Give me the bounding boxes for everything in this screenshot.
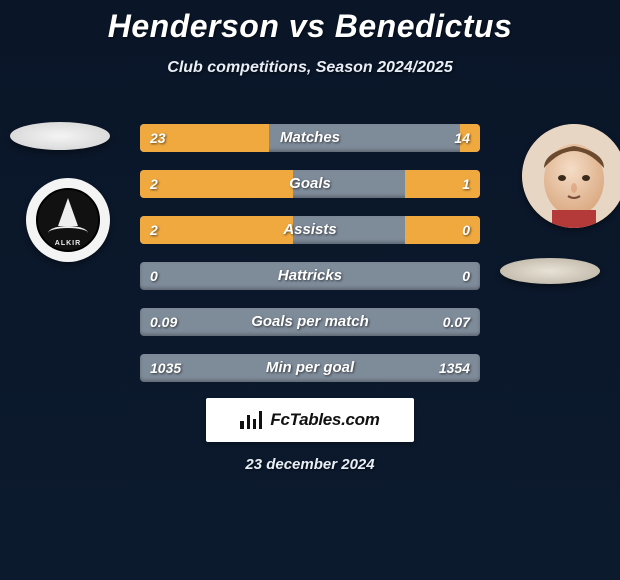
player-right-club-placeholder [500, 258, 600, 284]
stat-value-right: 0 [462, 216, 470, 244]
player-left-avatar-placeholder [10, 122, 110, 150]
player-left-club-crest: ALKIR [26, 178, 110, 262]
bar-chart-icon [240, 411, 262, 429]
branding-badge: FcTables.com [206, 398, 414, 442]
stat-value-right: 0 [462, 262, 470, 290]
stat-label: Goals [140, 170, 480, 198]
player-right-photo [522, 124, 620, 228]
subtitle: Club competitions, Season 2024/2025 [0, 59, 620, 77]
stat-value-right: 1 [462, 170, 470, 198]
stat-label: Min per goal [140, 354, 480, 382]
stat-value-right: 0.07 [443, 308, 470, 336]
stat-row-hattricks: 0 Hattricks 0 [140, 262, 480, 290]
stat-row-assists: 2 Assists 0 [140, 216, 480, 244]
comparison-card: Henderson vs Benedictus Club competition… [0, 0, 620, 580]
stat-label: Goals per match [140, 308, 480, 336]
stat-bars: 23 Matches 14 2 Goals 1 2 Assists 0 0 Ha… [140, 124, 480, 400]
stat-row-goals: 2 Goals 1 [140, 170, 480, 198]
stat-label: Hattricks [140, 262, 480, 290]
stat-label: Matches [140, 124, 480, 152]
stat-row-goals-per-match: 0.09 Goals per match 0.07 [140, 308, 480, 336]
stat-row-min-per-goal: 1035 Min per goal 1354 [140, 354, 480, 382]
club-crest-icon: ALKIR [36, 188, 100, 252]
branding-text: FcTables.com [270, 410, 379, 430]
stat-value-right: 1354 [439, 354, 470, 382]
player-face-icon [522, 124, 620, 228]
club-crest-label: ALKIR [38, 240, 98, 247]
page-title: Henderson vs Benedictus [0, 0, 620, 45]
stat-label: Assists [140, 216, 480, 244]
stat-row-matches: 23 Matches 14 [140, 124, 480, 152]
date-stamp: 23 december 2024 [0, 456, 620, 473]
stat-value-right: 14 [454, 124, 470, 152]
